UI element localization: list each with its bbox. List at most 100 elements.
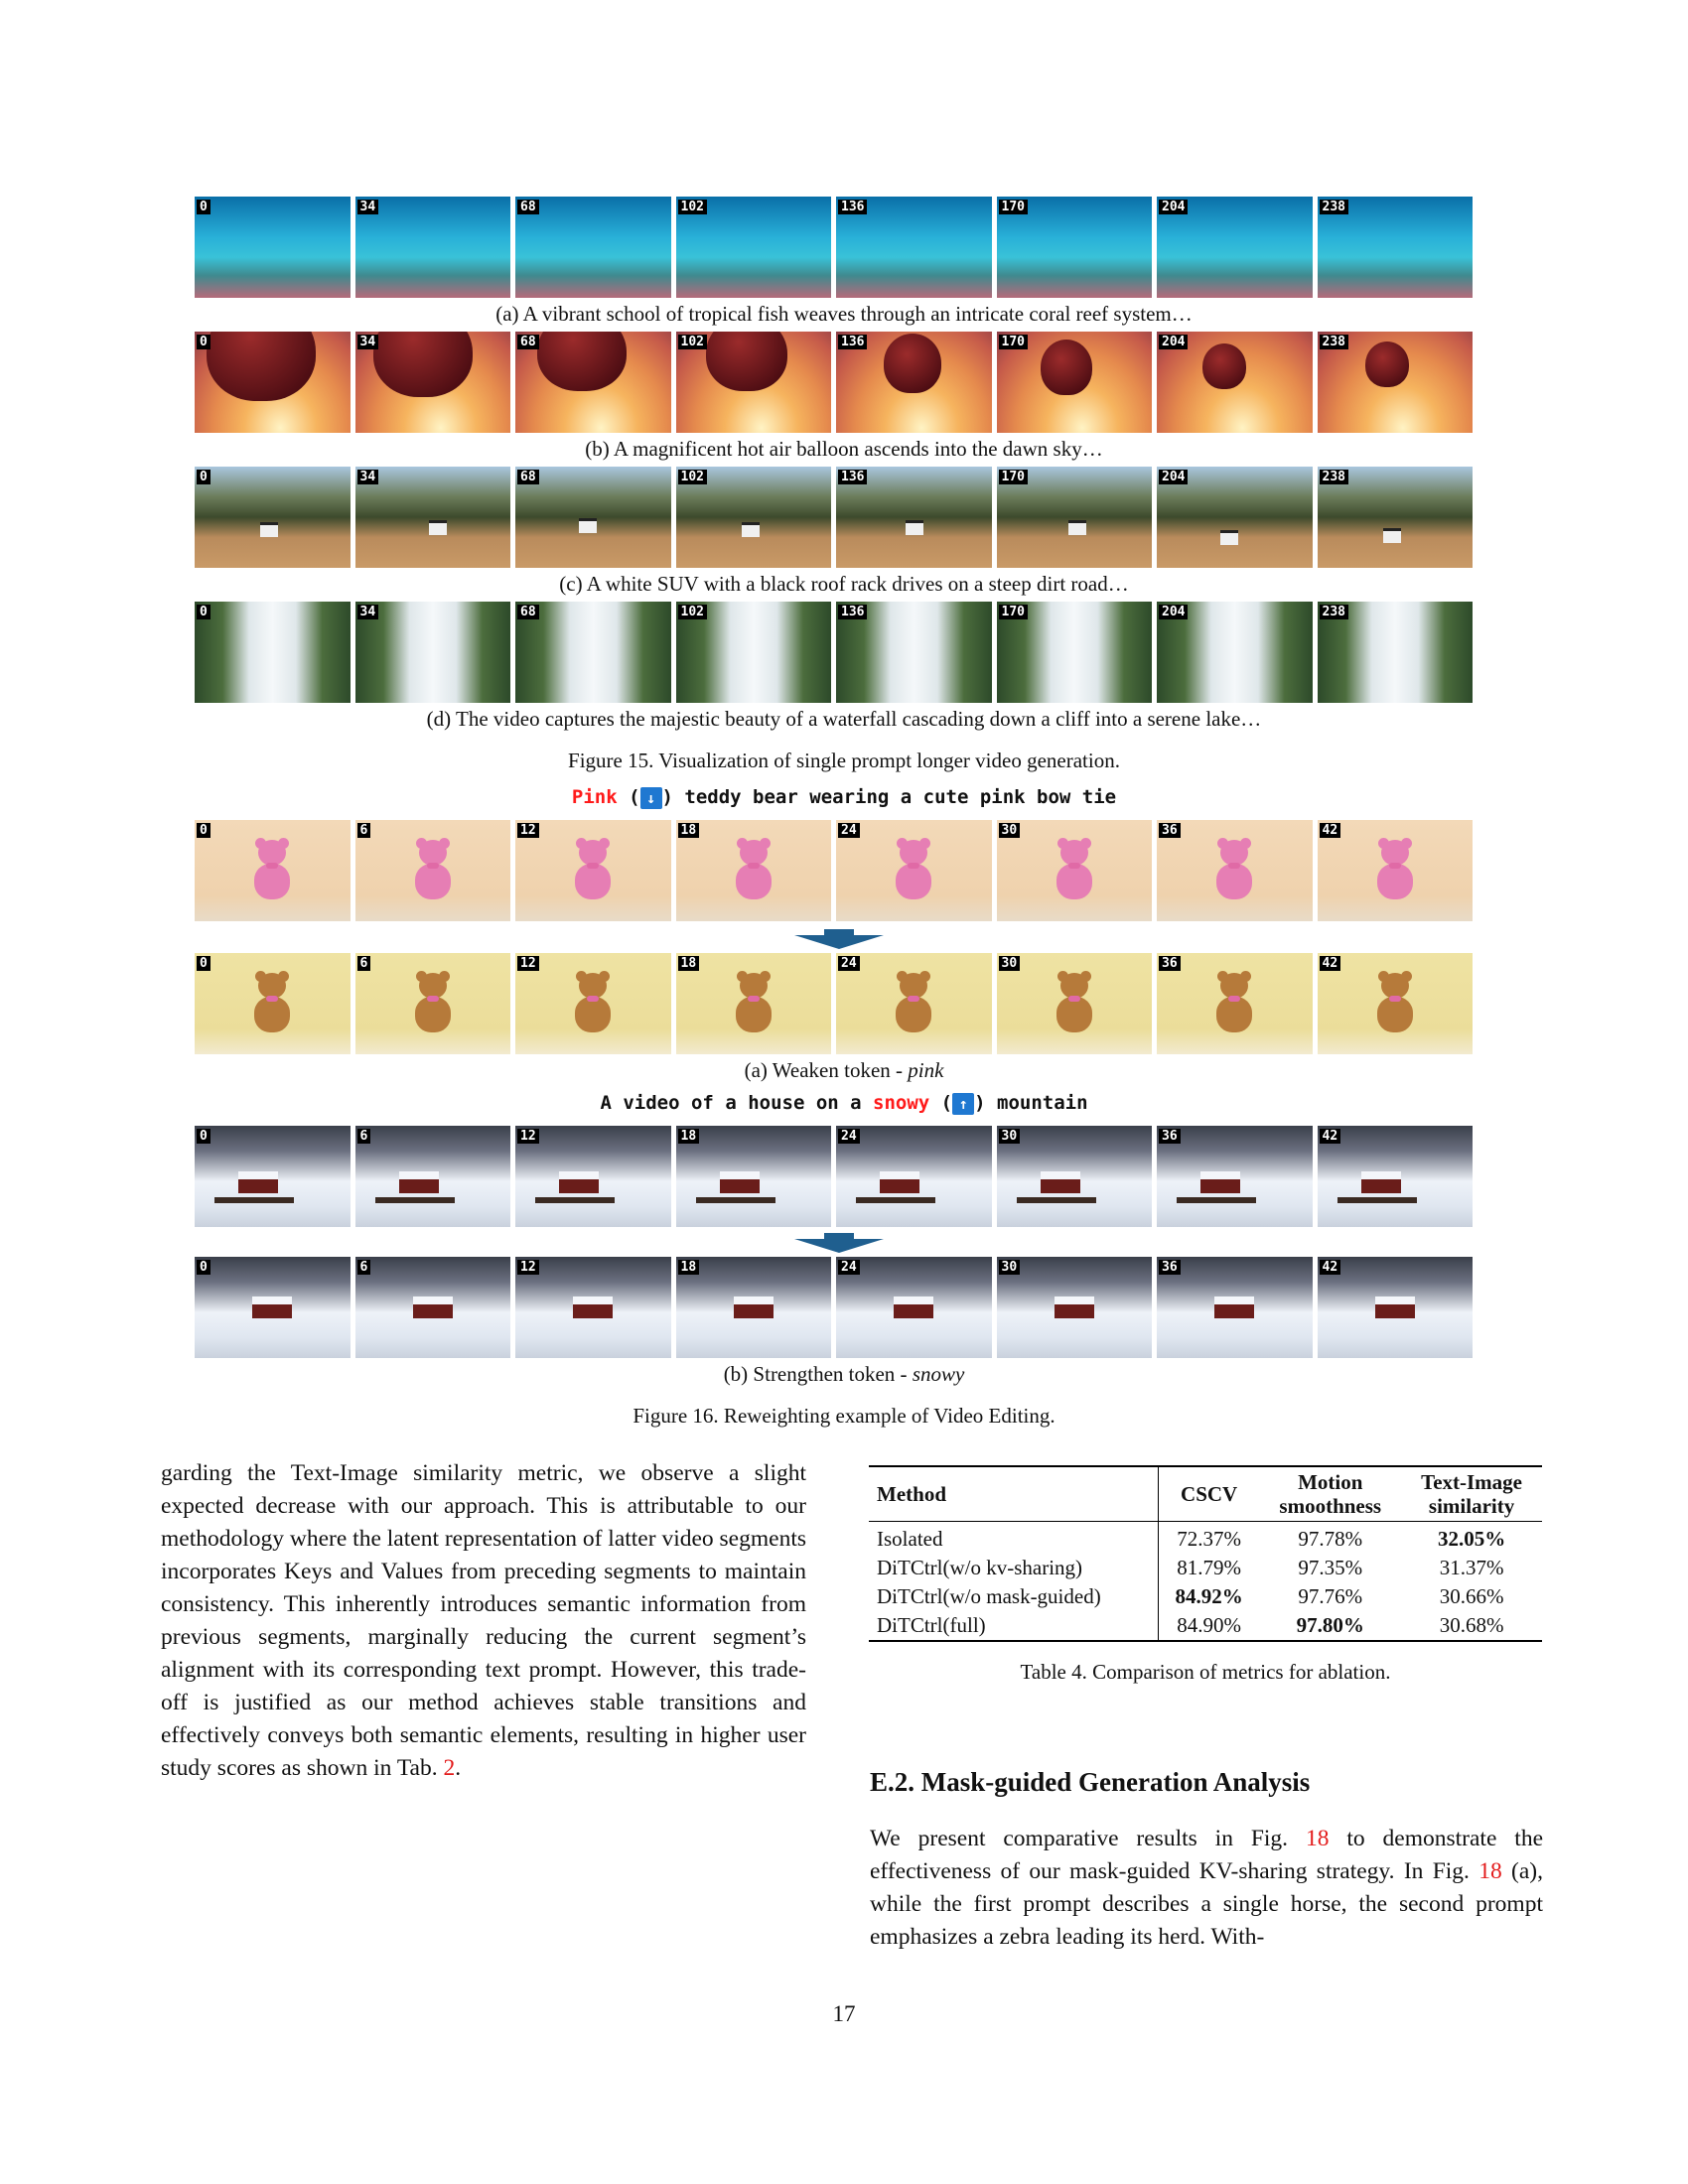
frame-number: 102 xyxy=(677,335,707,349)
frame-number: 204 xyxy=(1159,605,1189,619)
frame-number: 36 xyxy=(1159,1260,1181,1275)
frame-number: 24 xyxy=(838,956,860,971)
frame-strip-suv-dirt-road: 0 34 68 102 136 170 204 238 xyxy=(195,467,1473,568)
frame-number: 30 xyxy=(998,1260,1021,1275)
highlighted-token: snowy xyxy=(873,1092,930,1114)
frame-number: 6 xyxy=(356,956,371,971)
video-frame: 170 xyxy=(996,332,1152,433)
video-frame: 204 xyxy=(1157,602,1313,703)
frame-number: 24 xyxy=(838,1260,860,1275)
column-header-text-image-similarity: Text-Image similarity xyxy=(1401,1466,1542,1522)
video-frame: 0 xyxy=(195,953,351,1054)
left-column-paragraph: garding the Text-Image similarity metric… xyxy=(161,1457,806,1785)
frame-number: 42 xyxy=(1319,1260,1341,1275)
video-frame: 238 xyxy=(1317,467,1473,568)
down-arrow-icon: ↓ xyxy=(639,786,662,809)
table-cell: 72.37% xyxy=(1177,1527,1241,1551)
video-frame: 24 xyxy=(836,1126,992,1227)
frame-number: 34 xyxy=(356,200,379,214)
frame-number: 136 xyxy=(838,200,868,214)
frame-number: 68 xyxy=(517,335,539,349)
video-frame: 68 xyxy=(515,197,671,298)
frame-number: 12 xyxy=(517,1260,539,1275)
table-cell: 97.76% xyxy=(1298,1584,1363,1608)
frame-number: 170 xyxy=(998,470,1028,484)
caption-text: (b) Strengthen token - xyxy=(723,1362,913,1386)
table-cell: 30.68% xyxy=(1439,1613,1504,1637)
frame-number: 12 xyxy=(517,823,539,838)
frame-number: 0 xyxy=(197,1129,211,1144)
table-cell-method: DiTCtrl(w/o mask-guided) xyxy=(869,1582,1159,1611)
paragraph-text: (a), while the first prompt describes a … xyxy=(870,1858,1543,1950)
frame-number: 68 xyxy=(517,200,539,214)
prompt-text: ) mountain xyxy=(974,1092,1088,1114)
frame-number: 12 xyxy=(517,956,539,971)
frame-strip-waterfall: 0 34 68 102 136 170 204 238 xyxy=(195,602,1473,703)
frame-number: 30 xyxy=(998,1129,1021,1144)
frame-number: 0 xyxy=(197,470,211,484)
frame-number: 34 xyxy=(356,335,379,349)
table-reference-link[interactable]: 2 xyxy=(443,1755,456,1781)
subfigure-caption-c: (c) A white SUV with a black roof rack d… xyxy=(559,572,1129,596)
figure-reference-link[interactable]: 18 xyxy=(1305,1826,1330,1851)
frame-number: 136 xyxy=(838,470,868,484)
video-frame: 6 xyxy=(354,1257,510,1358)
prompt-text: ( xyxy=(617,786,640,808)
video-frame: 102 xyxy=(675,332,831,433)
frame-number: 0 xyxy=(197,335,211,349)
frame-number: 30 xyxy=(998,956,1021,971)
video-frame: 0 xyxy=(195,1126,351,1227)
subfigure-caption-d: (d) The video captures the majestic beau… xyxy=(426,707,1262,731)
video-frame: 42 xyxy=(1317,1257,1473,1358)
transition-arrow-icon xyxy=(794,1233,884,1253)
section-heading: E.2. Mask-guided Generation Analysis xyxy=(870,1767,1311,1797)
video-frame: 238 xyxy=(1317,332,1473,433)
video-frame: 0 xyxy=(195,820,351,921)
video-frame: 30 xyxy=(996,1126,1152,1227)
video-frame: 0 xyxy=(195,467,351,568)
caption-text: (a) Weaken token - xyxy=(744,1058,909,1082)
frame-number: 170 xyxy=(998,605,1028,619)
video-frame: 136 xyxy=(836,467,992,568)
video-frame: 12 xyxy=(515,1126,671,1227)
column-header-cscv: CSCV xyxy=(1158,1466,1260,1522)
frame-number: 42 xyxy=(1319,956,1341,971)
frame-number: 18 xyxy=(677,823,700,838)
video-frame: 12 xyxy=(515,820,671,921)
video-frame: 18 xyxy=(675,1257,831,1358)
video-frame: 170 xyxy=(996,602,1152,703)
section-paragraph: We present comparative results in Fig. 1… xyxy=(870,1823,1543,1954)
video-frame: 6 xyxy=(354,1126,510,1227)
video-frame: 12 xyxy=(515,953,671,1054)
table-row: Isolated 72.37% 97.78% 32.05% xyxy=(869,1521,1542,1554)
frame-number: 136 xyxy=(838,605,868,619)
subfigure-caption-weaken: (a) Weaken token - pink xyxy=(0,1058,1688,1082)
frame-number: 6 xyxy=(356,823,371,838)
table-row: DiTCtrl(w/o mask-guided) 84.92% 97.76% 3… xyxy=(869,1582,1542,1611)
figure-15-caption: Figure 15. Visualization of single promp… xyxy=(568,749,1120,772)
frame-number: 18 xyxy=(677,1129,700,1144)
table-cell: 30.66% xyxy=(1439,1584,1504,1608)
video-frame: 204 xyxy=(1157,197,1313,298)
frame-number: 42 xyxy=(1319,1129,1341,1144)
frame-number: 68 xyxy=(517,470,539,484)
paragraph-text: to demonstrate the effectiveness of our … xyxy=(870,1826,1543,1884)
video-frame: 24 xyxy=(836,820,992,921)
table-cell-method: Isolated xyxy=(869,1521,1159,1554)
prompt-text: A video of a house on a xyxy=(600,1092,874,1114)
video-frame: 36 xyxy=(1157,953,1313,1054)
subfigure-caption-strengthen: (b) Strengthen token - snowy xyxy=(0,1362,1688,1386)
video-frame: 24 xyxy=(836,1257,992,1358)
figure-reference-link[interactable]: 18 xyxy=(1478,1858,1502,1884)
video-frame: 30 xyxy=(996,953,1152,1054)
table-row: DiTCtrl(full) 84.90% 97.80% 30.68% xyxy=(869,1611,1542,1641)
video-frame: 170 xyxy=(996,197,1152,298)
prompt-text: ( xyxy=(929,1092,953,1114)
frame-number: 238 xyxy=(1319,470,1348,484)
table-cell: 97.35% xyxy=(1298,1556,1363,1579)
video-frame: 0 xyxy=(195,197,351,298)
video-frame: 12 xyxy=(515,1257,671,1358)
frame-number: 36 xyxy=(1159,956,1181,971)
frame-number: 24 xyxy=(838,823,860,838)
caption-token: pink xyxy=(908,1058,944,1082)
